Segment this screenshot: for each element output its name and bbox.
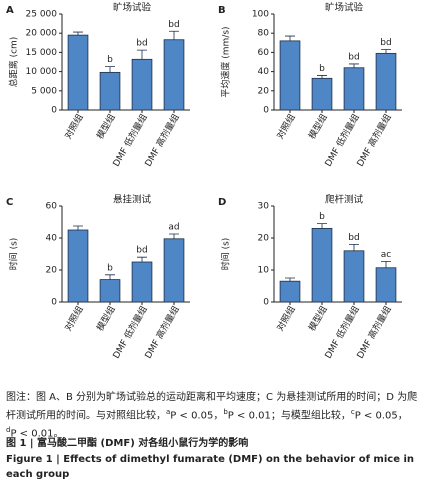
y-axis-label: 时间 (s) [8, 238, 20, 271]
bar [131, 58, 153, 111]
significance-label: bd [348, 233, 359, 243]
significance-label: ad [168, 223, 179, 233]
significance-label: b [319, 64, 325, 74]
significance-label: ac [381, 250, 392, 260]
error-bar [105, 66, 115, 73]
note-text: P < 0.01；与模型组比较， [227, 410, 351, 422]
note-superscript: a [166, 408, 171, 416]
note-text: 图注：图 A、B 分别为旷场试验总的运动距离和平均速度；C 为悬挂测试所用的时间… [6, 392, 418, 422]
panel-letter: B [218, 5, 226, 16]
y-tick-label: 20 [46, 266, 58, 276]
significance-label: bd [348, 52, 359, 62]
figure-title-cn: 图 1 | 富马酸二甲酯 (DMF) 对各组小鼠行为学的影响 [6, 438, 249, 449]
y-tick-label: 15 000 [26, 48, 58, 58]
y-tick-label: 10 000 [26, 67, 58, 77]
x-tick-label: 模型组 [94, 304, 118, 333]
x-tick-label: 模型组 [306, 112, 330, 141]
bar [343, 67, 365, 111]
figure-title-en: Figure 1 | Effects of dimethyl fumarate … [6, 454, 415, 480]
significance-label: bd [136, 246, 147, 256]
note-text: P < 0.01。 [10, 428, 64, 440]
error-bar [73, 225, 83, 230]
error-bar [137, 256, 147, 262]
error-bar [285, 277, 295, 282]
error-bar [73, 31, 83, 36]
chart-title: 旷场试验 [325, 2, 364, 14]
x-tick-label: 对照组 [62, 112, 86, 141]
error-bar [137, 49, 147, 60]
panel-letter: D [218, 197, 226, 208]
error-bar [169, 233, 179, 239]
error-bar [285, 35, 295, 41]
y-tick-label: 20 [258, 86, 270, 96]
x-tick-label: 模型组 [306, 304, 330, 333]
error-bar [169, 30, 179, 40]
error-bar [381, 260, 391, 268]
bar [163, 39, 185, 111]
error-bar [317, 75, 327, 79]
y-tick-label: 20 [258, 234, 270, 244]
y-axis-label: 总距离 (cm) [8, 37, 20, 88]
note-text: P < 0.05， [354, 410, 408, 422]
y-tick-label: 20 000 [26, 29, 58, 39]
bar [67, 229, 89, 303]
bar [131, 261, 153, 303]
panel-letter: A [6, 5, 14, 16]
chart-title: 悬挂测试 [113, 194, 152, 206]
bar [67, 34, 89, 111]
error-bar [349, 244, 359, 251]
y-tick-label: 60 [258, 48, 270, 58]
bar [375, 52, 397, 111]
note-superscript: c [350, 408, 355, 416]
y-tick-label: 10 [258, 266, 270, 276]
x-tick-label: 对照组 [274, 112, 298, 141]
note-superscript: d [6, 426, 11, 435]
error-bar [381, 49, 391, 54]
error-bar [349, 63, 359, 68]
bar [343, 250, 365, 303]
y-tick-label: 0 [51, 106, 57, 116]
chart-title: 旷场试验 [113, 2, 152, 14]
bar [279, 40, 301, 111]
error-bar [317, 223, 327, 229]
x-tick-label: 对照组 [274, 304, 298, 333]
x-tick-label: 模型组 [94, 112, 118, 141]
bar [279, 280, 301, 303]
significance-label: bd [136, 39, 147, 49]
bar [99, 71, 121, 111]
significance-label: bd [380, 38, 391, 48]
y-tick-label: 0 [51, 298, 57, 308]
bar [311, 227, 333, 303]
y-tick-label: 100 [252, 10, 269, 20]
y-tick-label: 5 000 [31, 86, 57, 96]
y-tick-label: 60 [46, 202, 58, 212]
y-tick-label: 30 [258, 202, 270, 212]
significance-label: b [107, 263, 113, 273]
y-axis-label: 平均速度 (mm/s) [220, 26, 232, 97]
bar [311, 77, 333, 111]
bar [99, 279, 121, 303]
error-bar [105, 274, 115, 280]
y-tick-label: 0 [263, 106, 269, 116]
y-tick-label: 40 [46, 234, 58, 244]
chart-title: 爬杆测试 [325, 194, 364, 206]
y-tick-label: 0 [263, 298, 269, 308]
y-tick-label: 25 000 [26, 10, 58, 20]
significance-label: bd [168, 20, 179, 30]
bar [163, 238, 185, 303]
panel-letter: C [6, 197, 13, 208]
significance-label: b [319, 212, 325, 222]
y-tick-label: 40 [258, 67, 270, 77]
y-tick-label: 80 [258, 29, 270, 39]
significance-label: b [107, 55, 113, 65]
figure-note: 图注：图 A、B 分别为旷场试验总的运动距离和平均速度；C 为悬挂测试所用的时间… [6, 390, 418, 442]
bar [375, 267, 397, 303]
y-axis-label: 时间 (s) [220, 238, 232, 271]
note-superscript: b [223, 408, 228, 416]
note-text: P < 0.05， [170, 410, 224, 422]
x-tick-label: 对照组 [62, 304, 86, 333]
